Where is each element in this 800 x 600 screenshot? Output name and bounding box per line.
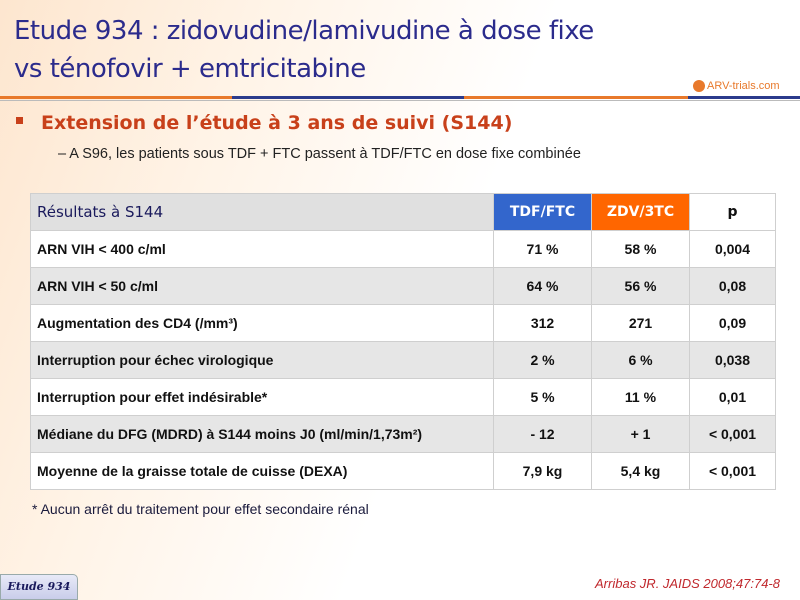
row-label: ARN VIH < 50 c/ml: [30, 267, 494, 305]
arv-trials-logo: ARV-trials.com: [690, 80, 783, 92]
table-header-row: Résultats à S144 TDF/FTC ZDV/3TC p: [30, 193, 776, 231]
sub-bullet: – A S96, les patients sous TDF + FTC pas…: [58, 146, 581, 162]
header-zdv-3tc: ZDV/3TC: [591, 193, 690, 231]
table-row: Interruption pour échec virologique 2 % 6 …: [30, 341, 776, 379]
zdv-3tc-value: 11 %: [591, 378, 690, 416]
tdf-ftc-value: 2 %: [493, 341, 592, 379]
logo-text: ARV-trials.com: [707, 80, 780, 92]
row-label: ARN VIH < 400 c/ml: [30, 230, 494, 268]
header-p: p: [689, 193, 776, 231]
bullet-square-icon: [16, 117, 23, 124]
title-divider: [0, 96, 800, 99]
tdf-ftc-value: 64 %: [493, 267, 592, 305]
results-table: Résultats à S144 TDF/FTC ZDV/3TC p ARN V…: [30, 193, 776, 490]
tdf-ftc-value: 5 %: [493, 378, 592, 416]
zdv-3tc-value: + 1: [591, 415, 690, 453]
table-row: Médiane du DFG (MDRD) à S144 moins J0 (m…: [30, 415, 776, 453]
p-value: 0,01: [689, 378, 776, 416]
zdv-3tc-value: 58 %: [591, 230, 690, 268]
tdf-ftc-value: 312: [493, 304, 592, 342]
row-label: Interruption pour effet indésirable*: [30, 378, 494, 416]
p-value: 0,08: [689, 267, 776, 305]
tdf-ftc-value: 7,9 kg: [493, 452, 592, 490]
main-bullet: Extension de l’étude à 3 ans de suivi (S…: [16, 112, 512, 134]
reference: Arribas JR. JAIDS 2008;47:74-8: [595, 576, 780, 591]
title-divider-shadow: [0, 100, 800, 101]
table-row: ARN VIH < 50 c/ml 64 % 56 % 0,08: [30, 267, 776, 305]
slide-title: Etude 934 : zidovudine/lamivudine à dose…: [14, 12, 594, 88]
zdv-3tc-value: 271: [591, 304, 690, 342]
zdv-3tc-value: 6 %: [591, 341, 690, 379]
main-bullet-text: Extension de l’étude à 3 ans de suivi (S…: [41, 112, 513, 134]
study-tag: Etude 934: [0, 574, 78, 600]
p-value: 0,09: [689, 304, 776, 342]
zdv-3tc-value: 56 %: [591, 267, 690, 305]
logo-icon: [693, 80, 705, 92]
header-results: Résultats à S144: [30, 193, 494, 231]
table-row: Augmentation des CD4 (/mm³) 312 271 0,09: [30, 304, 776, 342]
table-row: ARN VIH < 400 c/ml 71 % 58 % 0,004: [30, 230, 776, 268]
zdv-3tc-value: 5,4 kg: [591, 452, 690, 490]
title-line-2: vs ténofovir + emtricitabine: [14, 54, 366, 84]
table-row: Moyenne de la graisse totale de cuisse (…: [30, 452, 776, 490]
p-value: 0,038: [689, 341, 776, 379]
table-row: Interruption pour effet indésirable* 5 % 1…: [30, 378, 776, 416]
header-tdf-ftc: TDF/FTC: [493, 193, 592, 231]
p-value: < 0,001: [689, 452, 776, 490]
row-label: Augmentation des CD4 (/mm³): [30, 304, 494, 342]
tdf-ftc-value: 71 %: [493, 230, 592, 268]
row-label: Moyenne de la graisse totale de cuisse (…: [30, 452, 494, 490]
row-label: Interruption pour échec virologique: [30, 341, 494, 379]
row-label: Médiane du DFG (MDRD) à S144 moins J0 (m…: [30, 415, 494, 453]
footnote: * Aucun arrêt du traitement pour effet s…: [32, 501, 369, 517]
tdf-ftc-value: - 12: [493, 415, 592, 453]
p-value: 0,004: [689, 230, 776, 268]
title-line-1: Etude 934 : zidovudine/lamivudine à dose…: [14, 16, 594, 46]
p-value: < 0,001: [689, 415, 776, 453]
